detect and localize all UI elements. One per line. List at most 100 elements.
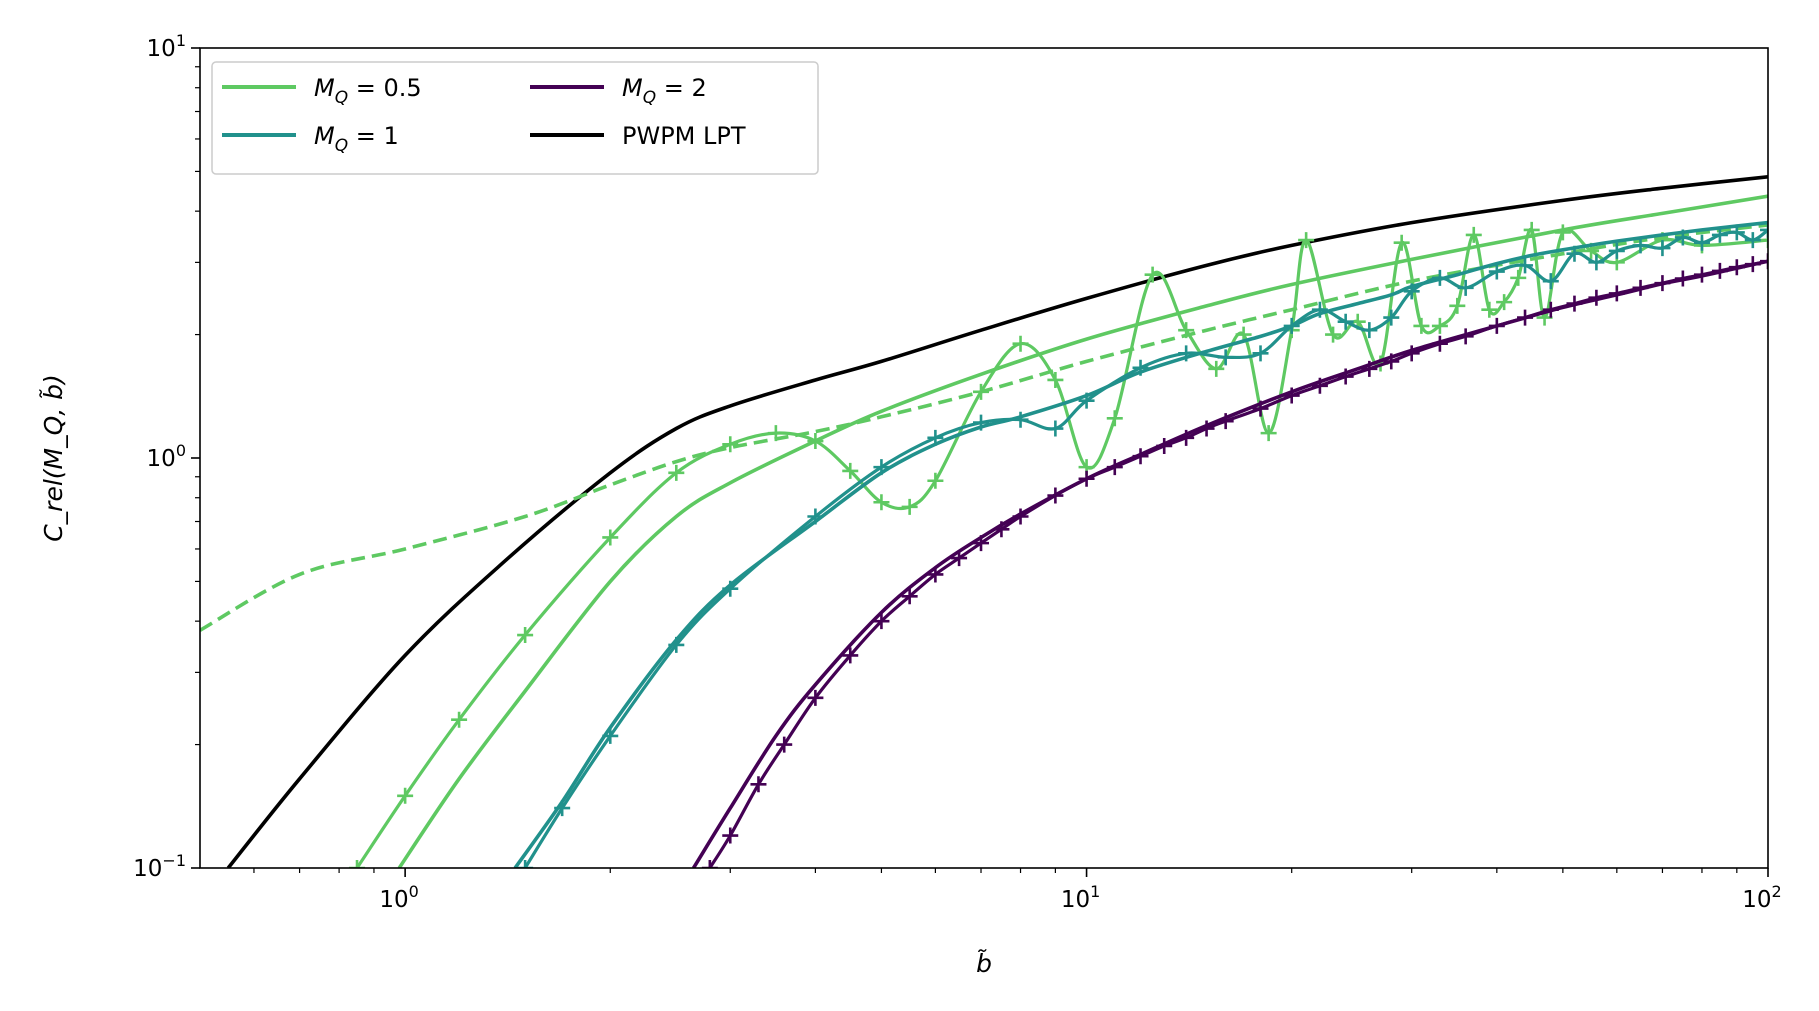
plus-marker: [951, 550, 968, 567]
plus-marker: [776, 736, 793, 753]
plus-marker: [1078, 470, 1095, 487]
plus-marker: [1047, 420, 1064, 437]
plus-marker: [1217, 413, 1234, 430]
plus-marker: [750, 776, 767, 793]
plus-marker: [1481, 301, 1498, 318]
plus-marker: [1252, 400, 1269, 417]
plus-marker: [873, 494, 890, 511]
plus-marker: [1760, 253, 1768, 270]
plus-marker: [1361, 322, 1378, 339]
legend-entry-3: PWPM LPT: [622, 122, 746, 150]
plus-marker: [842, 647, 859, 664]
plus-marker: [1403, 345, 1420, 362]
plus-marker: [397, 787, 414, 804]
plus-marker: [1431, 269, 1448, 286]
plus-marker: [517, 627, 534, 644]
legend: MQ = 0.5 MQ = 1 MQ = 2 PWPM LPT: [211, 61, 819, 175]
y-tick-label: 101: [147, 31, 186, 62]
x-tick-label: 102: [1742, 882, 1781, 913]
plus-marker: [1217, 349, 1234, 366]
legend-entry-2: MQ = 2: [622, 74, 707, 108]
plus-marker: [1208, 360, 1225, 377]
plus-marker: [1393, 234, 1410, 251]
plus-marker: [517, 860, 534, 868]
plus-marker: [1517, 309, 1534, 326]
plus-marker: [1106, 459, 1123, 476]
plus-marker: [1608, 242, 1625, 259]
plus-marker: [901, 588, 918, 605]
plus-marker: [349, 860, 366, 868]
y-axis-label: C_rel(M_Q, b̃): [39, 374, 68, 542]
plus-marker: [1457, 279, 1474, 296]
plus-marker: [1542, 273, 1559, 290]
x-tick-label: 101: [1061, 882, 1100, 913]
plus-marker: [1383, 309, 1400, 326]
plus-marker: [1457, 328, 1474, 345]
x-axis-label: b̃: [976, 949, 992, 978]
series-m-q-1-markers: [517, 221, 1768, 868]
plus-marker: [1728, 259, 1745, 276]
plus-marker: [1654, 275, 1671, 292]
plus-marker: [927, 429, 944, 446]
legend-frame: [211, 61, 819, 175]
plus-marker: [1156, 437, 1173, 454]
plus-marker: [1413, 317, 1430, 334]
plus-marker: [1260, 425, 1277, 442]
plus-marker: [1283, 317, 1300, 334]
plus-marker: [1674, 270, 1691, 287]
plus-marker: [807, 689, 824, 706]
plus-marker: [554, 800, 571, 817]
plus-marker: [873, 613, 890, 630]
series-layer: [200, 175, 1768, 868]
plus-marker: [1566, 245, 1583, 262]
plus-marker: [973, 383, 990, 400]
plus-marker: [1325, 326, 1342, 343]
plus-marker: [807, 433, 824, 450]
plus-marker: [927, 566, 944, 583]
plus-marker: [1198, 420, 1215, 437]
y-axis-ticks: 10−1 100 101: [133, 31, 200, 882]
plus-marker: [701, 860, 718, 868]
plus-marker: [602, 529, 619, 546]
x-tick-label: 100: [379, 882, 418, 913]
plus-marker: [993, 521, 1010, 538]
series-m-q-0-5-solid: [397, 194, 1768, 868]
plus-marker: [1132, 359, 1149, 376]
plus-marker: [668, 636, 685, 653]
plus-marker: [1047, 487, 1064, 504]
plus-marker: [1132, 448, 1149, 465]
plus-marker: [1711, 226, 1728, 243]
plus-marker: [1744, 232, 1761, 249]
legend-entry-0: MQ = 0.5: [314, 74, 422, 108]
plus-marker: [1488, 317, 1505, 334]
plus-marker: [1337, 313, 1354, 330]
plus-marker: [1283, 387, 1300, 404]
plus-marker: [722, 436, 739, 453]
plus-marker: [1178, 345, 1195, 362]
plus-marker: [901, 498, 918, 515]
plus-marker: [1654, 240, 1671, 257]
plus-marker: [451, 711, 468, 728]
plus-marker: [1178, 429, 1195, 446]
minor-ticks: [195, 66, 1738, 873]
plot-background: [200, 48, 1768, 868]
plus-marker: [1566, 295, 1583, 312]
plus-marker: [1693, 234, 1710, 251]
y-tick-label: 10−1: [133, 851, 186, 882]
plus-marker: [1510, 269, 1527, 286]
plus-marker: [842, 462, 859, 479]
plus-marker: [1523, 221, 1540, 238]
plus-marker: [807, 508, 824, 525]
plus-marker: [1383, 353, 1400, 370]
plus-marker: [1488, 263, 1505, 280]
plus-marker: [1744, 256, 1761, 273]
plus-marker: [1311, 377, 1328, 394]
plus-marker: [1311, 301, 1328, 318]
plus-marker: [1403, 283, 1420, 300]
series-m-q-2-markers: [701, 253, 1768, 868]
plus-marker: [1693, 266, 1710, 283]
plus-marker: [1760, 232, 1768, 249]
plus-marker: [1012, 335, 1029, 352]
plus-marker: [1517, 257, 1534, 274]
